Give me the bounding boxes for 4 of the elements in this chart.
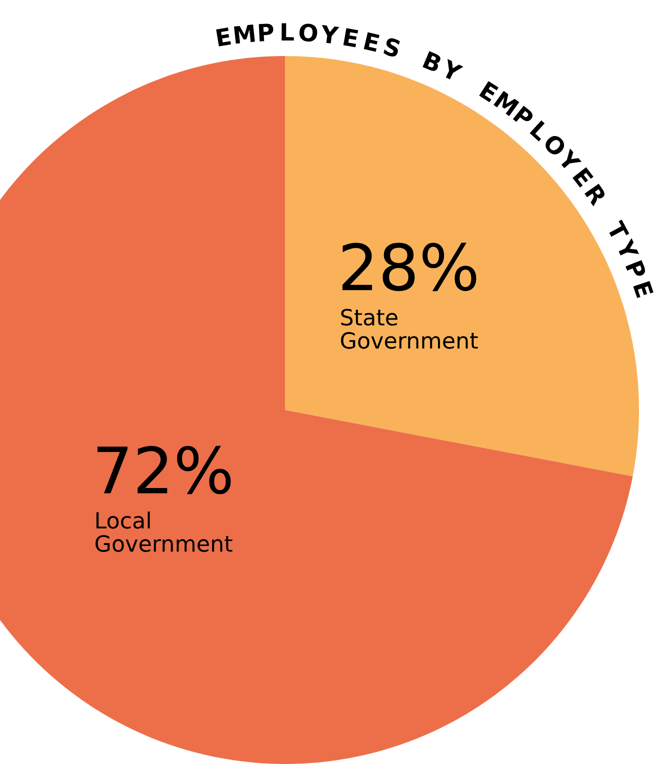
data-label: 72%	[98, 446, 231, 494]
slice-label: State Government	[340, 308, 478, 349]
slice-label: Local Government	[96, 512, 232, 552]
data-label: 28%	[342, 242, 476, 292]
